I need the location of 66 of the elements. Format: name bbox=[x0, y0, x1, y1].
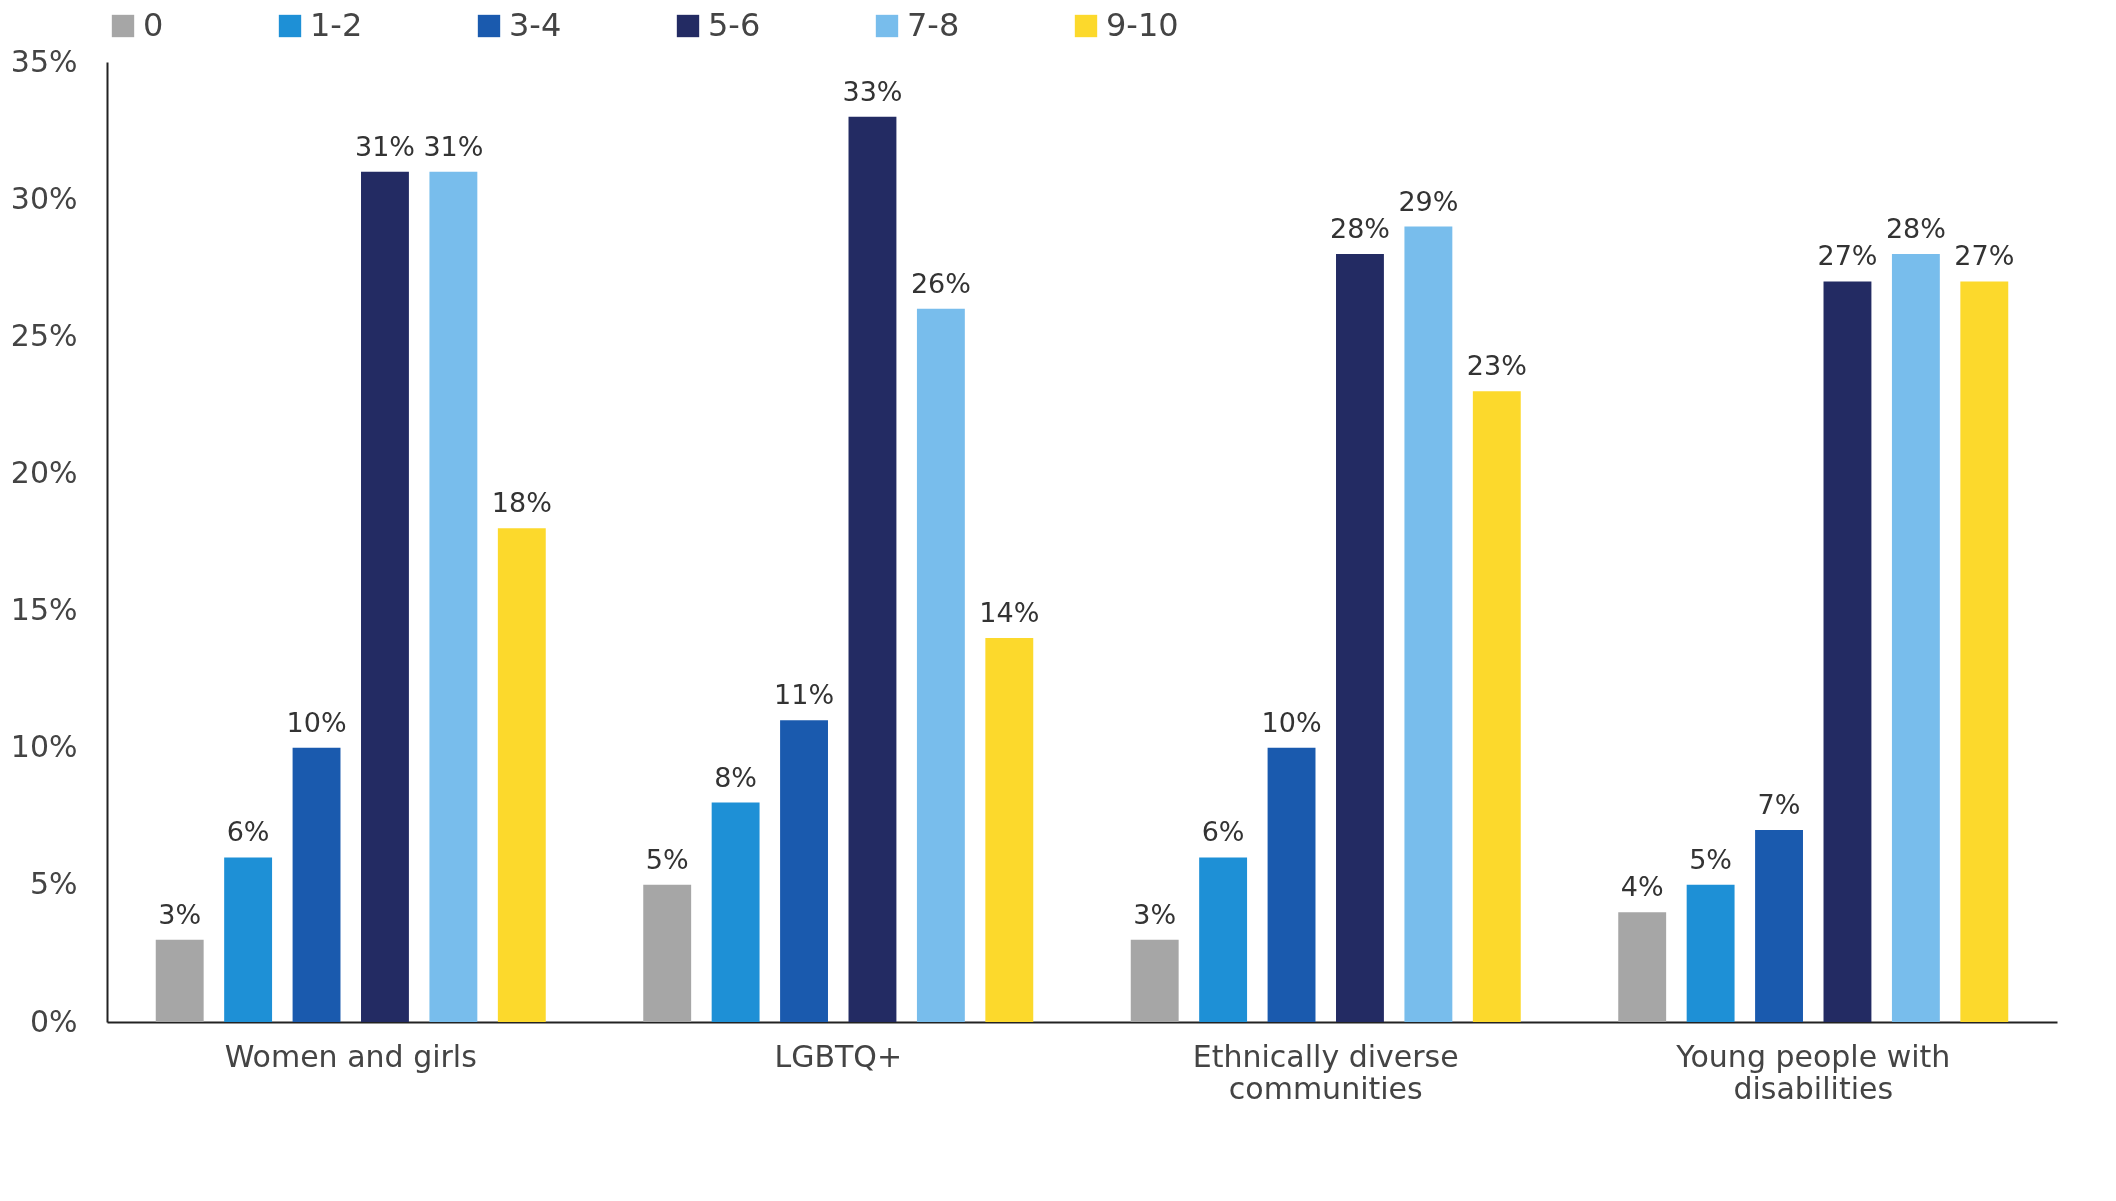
y-tick-label: 35% bbox=[10, 43, 78, 79]
data-label: 28% bbox=[1329, 213, 1390, 244]
data-label: 18% bbox=[491, 487, 552, 519]
bar bbox=[1130, 939, 1179, 1022]
data-label: 28% bbox=[1885, 213, 1946, 244]
bar bbox=[292, 747, 341, 1022]
data-label: 31% bbox=[423, 130, 484, 162]
legend-label: 9-10 bbox=[1106, 6, 1179, 44]
bar bbox=[1267, 747, 1316, 1022]
data-label: 5% bbox=[645, 843, 689, 875]
data-label: 26% bbox=[910, 267, 971, 299]
data-label: 6% bbox=[226, 816, 270, 848]
bar bbox=[848, 116, 897, 1022]
y-tick-label: 20% bbox=[10, 454, 78, 490]
bar bbox=[429, 171, 478, 1022]
bar bbox=[916, 308, 965, 1022]
bar bbox=[1891, 254, 1940, 1022]
data-label: 29% bbox=[1398, 185, 1459, 217]
bar bbox=[1686, 884, 1735, 1022]
bar bbox=[1472, 391, 1521, 1022]
bar bbox=[643, 884, 692, 1022]
data-label: 10% bbox=[1261, 706, 1322, 738]
y-tick-label: 5% bbox=[29, 866, 78, 902]
data-label: 4% bbox=[1620, 871, 1664, 903]
data-label: 27% bbox=[1954, 240, 2015, 272]
legend-label: 1-2 bbox=[310, 6, 363, 44]
data-label: 27% bbox=[1817, 240, 1878, 272]
bar bbox=[780, 720, 828, 1022]
data-label: 11% bbox=[774, 679, 835, 711]
data-label: 8% bbox=[714, 761, 758, 793]
y-tick-label: 10% bbox=[10, 729, 78, 765]
y-tick-label: 15% bbox=[10, 592, 78, 628]
y-tick-label: 30% bbox=[10, 180, 78, 216]
bar bbox=[1823, 281, 1872, 1022]
bar bbox=[155, 939, 204, 1022]
bar bbox=[1336, 254, 1384, 1022]
legend-label: 0 bbox=[143, 6, 164, 44]
data-label: 3% bbox=[158, 898, 202, 930]
bar bbox=[361, 171, 409, 1022]
bar bbox=[1618, 912, 1667, 1022]
data-label: 3% bbox=[1133, 898, 1177, 930]
data-label: 10% bbox=[286, 706, 347, 738]
data-label: 14% bbox=[979, 597, 1040, 628]
legend-label: 3-4 bbox=[509, 6, 562, 44]
data-label: 31% bbox=[354, 130, 415, 162]
data-label: 5% bbox=[1689, 843, 1733, 875]
x-tick-label: Young people with disabilities bbox=[1675, 1038, 1951, 1106]
x-tick-label: Women and girls bbox=[224, 1038, 477, 1074]
data-label: 33% bbox=[842, 75, 903, 107]
legend-label: 7-8 bbox=[907, 6, 960, 44]
bar bbox=[497, 528, 546, 1022]
x-tick-label: LGBTQ+ bbox=[774, 1038, 903, 1074]
data-label: 7% bbox=[1757, 789, 1801, 820]
y-tick-label: 25% bbox=[10, 317, 78, 353]
bar bbox=[1960, 281, 2009, 1022]
bar bbox=[224, 857, 273, 1022]
bar bbox=[711, 802, 760, 1022]
y-tick-label: 0% bbox=[29, 1003, 78, 1039]
x-tick-label: Ethnically diverse communities bbox=[1192, 1038, 1459, 1106]
bar bbox=[985, 638, 1034, 1022]
bar bbox=[1404, 226, 1453, 1022]
bar bbox=[1199, 857, 1248, 1022]
legend-label: 5-6 bbox=[708, 6, 761, 44]
bar bbox=[1755, 830, 1803, 1022]
data-label: 6% bbox=[1201, 816, 1245, 848]
data-label: 23% bbox=[1466, 350, 1527, 382]
